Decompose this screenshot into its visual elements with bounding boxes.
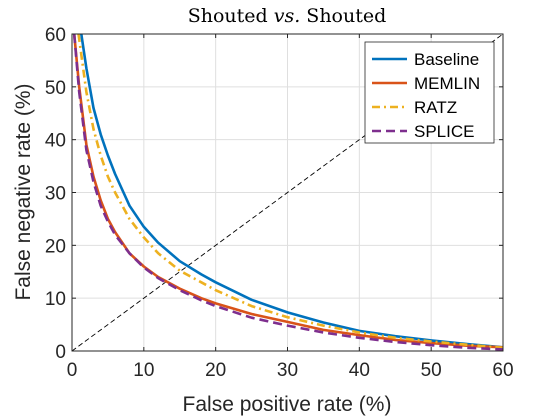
x-tick-label: 0 — [67, 360, 78, 381]
chart-title: Shouted vs. Shouted — [188, 5, 387, 27]
y-tick-label: 60 — [45, 25, 66, 46]
legend: Baseline MEMLIN RATZ SPLICE — [364, 41, 495, 144]
diagonal-reference-line — [71, 33, 504, 352]
title-part-1: Shouted — [188, 5, 274, 27]
legend-label-memlin: MEMLIN — [414, 74, 480, 93]
y-tick-label: 30 — [45, 184, 66, 205]
series-line-baseline — [80, 33, 504, 349]
x-tick-label: 40 — [349, 360, 370, 381]
series-line-memlin — [72, 33, 504, 349]
x-tick-label: 30 — [277, 360, 298, 381]
x-tick-label: 60 — [492, 360, 513, 381]
title-part-2: Shouted — [300, 5, 386, 27]
legend-label-ratz: RATZ — [414, 98, 457, 117]
series-line-splice — [72, 33, 504, 351]
y-tick-label: 0 — [55, 342, 66, 363]
x-tick-label: 10 — [133, 360, 154, 381]
series-line-ratz — [77, 33, 504, 350]
title-italic: vs. — [274, 5, 301, 27]
y-tick-label: 40 — [45, 131, 66, 152]
y-tick-label: 50 — [45, 78, 66, 99]
x-tick-label: 50 — [421, 360, 442, 381]
x-tick-label: 20 — [205, 360, 226, 381]
y-tick-label: 20 — [45, 236, 66, 257]
legend-label-baseline: Baseline — [414, 50, 479, 69]
y-tick-label: 10 — [45, 289, 66, 310]
y-axis-label: False negative rate (%) — [12, 83, 35, 300]
axis-ticks: 0 10 20 30 40 50 60 0 10 20 30 40 50 60 — [45, 25, 514, 381]
x-axis-label: False positive rate (%) — [183, 393, 392, 416]
legend-label-splice: SPLICE — [414, 122, 474, 141]
series-group — [72, 33, 504, 351]
